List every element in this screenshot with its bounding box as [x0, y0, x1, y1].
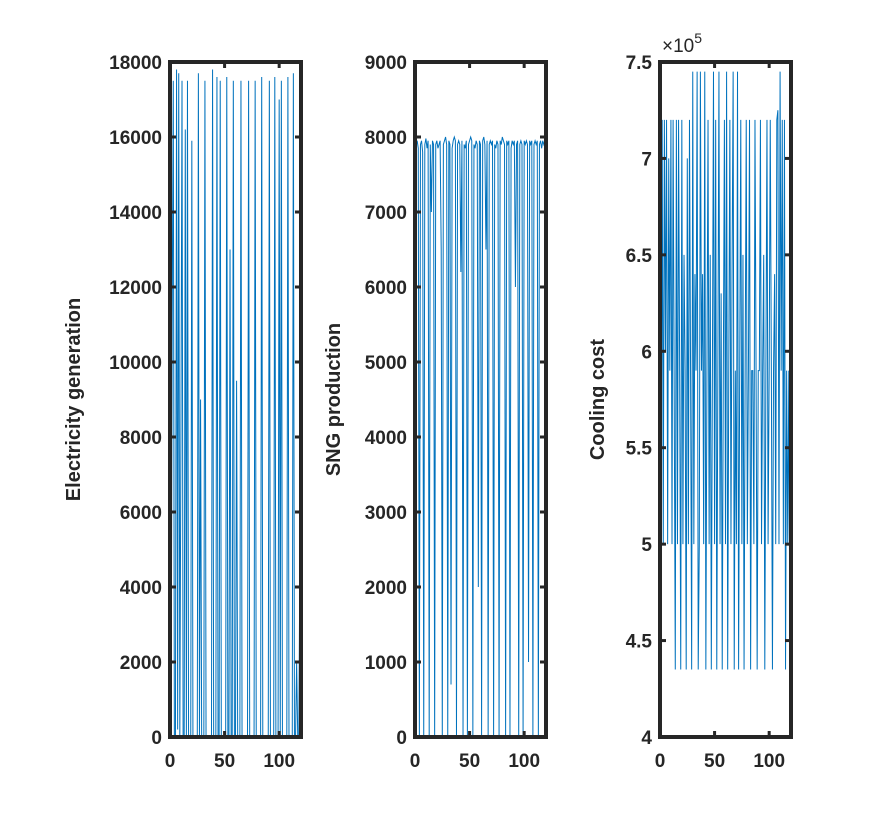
y-tick-label: 4000 — [120, 578, 162, 599]
x-tick-label: 50 — [459, 751, 480, 772]
x-tick-label: 0 — [165, 751, 176, 772]
y-tick-label: 0 — [151, 728, 162, 749]
data-line — [415, 135, 546, 737]
y-axis-label: Cooling cost — [587, 339, 609, 460]
y-tick-label: 5000 — [365, 353, 407, 374]
subplot: 0 1000 2000 3000 4000 5000 6000 7000 8000 9000 0 50… — [323, 53, 548, 772]
y-tick-label: 9000 — [365, 53, 407, 74]
subplot: 0 2000 4000 6000 8000 10000 12000 14000 16000 180… — [63, 53, 303, 772]
y-tick-label: 16000 — [109, 128, 162, 149]
axes-box — [658, 60, 793, 739]
y-tick-label: 0 — [396, 728, 407, 749]
y-tick-label: 6000 — [120, 503, 162, 524]
y-tick-label: 18000 — [109, 53, 162, 74]
x-tick-label: 50 — [704, 751, 725, 772]
x-tick-label: 0 — [655, 751, 666, 772]
y-tick-label: 8000 — [120, 428, 162, 449]
x-tick-label: 50 — [214, 751, 235, 772]
data-line — [170, 69, 301, 737]
x-tick-label: 100 — [508, 751, 540, 772]
y-tick-label: 6 — [641, 342, 652, 363]
y-tick-label: 4.5 — [626, 632, 653, 653]
axes-box — [413, 60, 548, 739]
y-tick-label: 2000 — [365, 578, 407, 599]
y-axis-label: Electricity generation — [63, 298, 85, 501]
axes-box — [168, 60, 303, 739]
y-tick-label: 3000 — [365, 503, 407, 524]
y-tick-label: 6.5 — [626, 246, 653, 267]
y-tick-label: 14000 — [109, 203, 162, 224]
x-tick-label: 100 — [753, 751, 785, 772]
y-tick-label: 2000 — [120, 653, 162, 674]
y-tick-label: 8000 — [365, 128, 407, 149]
y-tick-label: 6000 — [365, 278, 407, 299]
y-tick-label: 5 — [641, 535, 652, 556]
axis-multiplier: ×105 — [662, 30, 702, 57]
y-tick-label: 5.5 — [626, 439, 653, 460]
y-tick-label: 7.5 — [626, 53, 653, 74]
multiplier-exponent: 5 — [694, 30, 702, 46]
y-axis-label: SNG production — [323, 323, 345, 476]
y-tick-label: 12000 — [109, 278, 162, 299]
x-tick-label: 0 — [410, 751, 421, 772]
y-tick-label: 7 — [641, 149, 652, 170]
y-tick-label: 7000 — [365, 203, 407, 224]
y-tick-label: 4 — [641, 728, 652, 749]
x-tick-label: 100 — [263, 751, 295, 772]
y-tick-label: 1000 — [365, 653, 407, 674]
y-tick-label: 10000 — [109, 353, 162, 374]
y-tick-label: 4000 — [365, 428, 407, 449]
multiplier-base: ×10 — [662, 36, 694, 57]
data-line — [660, 71, 791, 670]
